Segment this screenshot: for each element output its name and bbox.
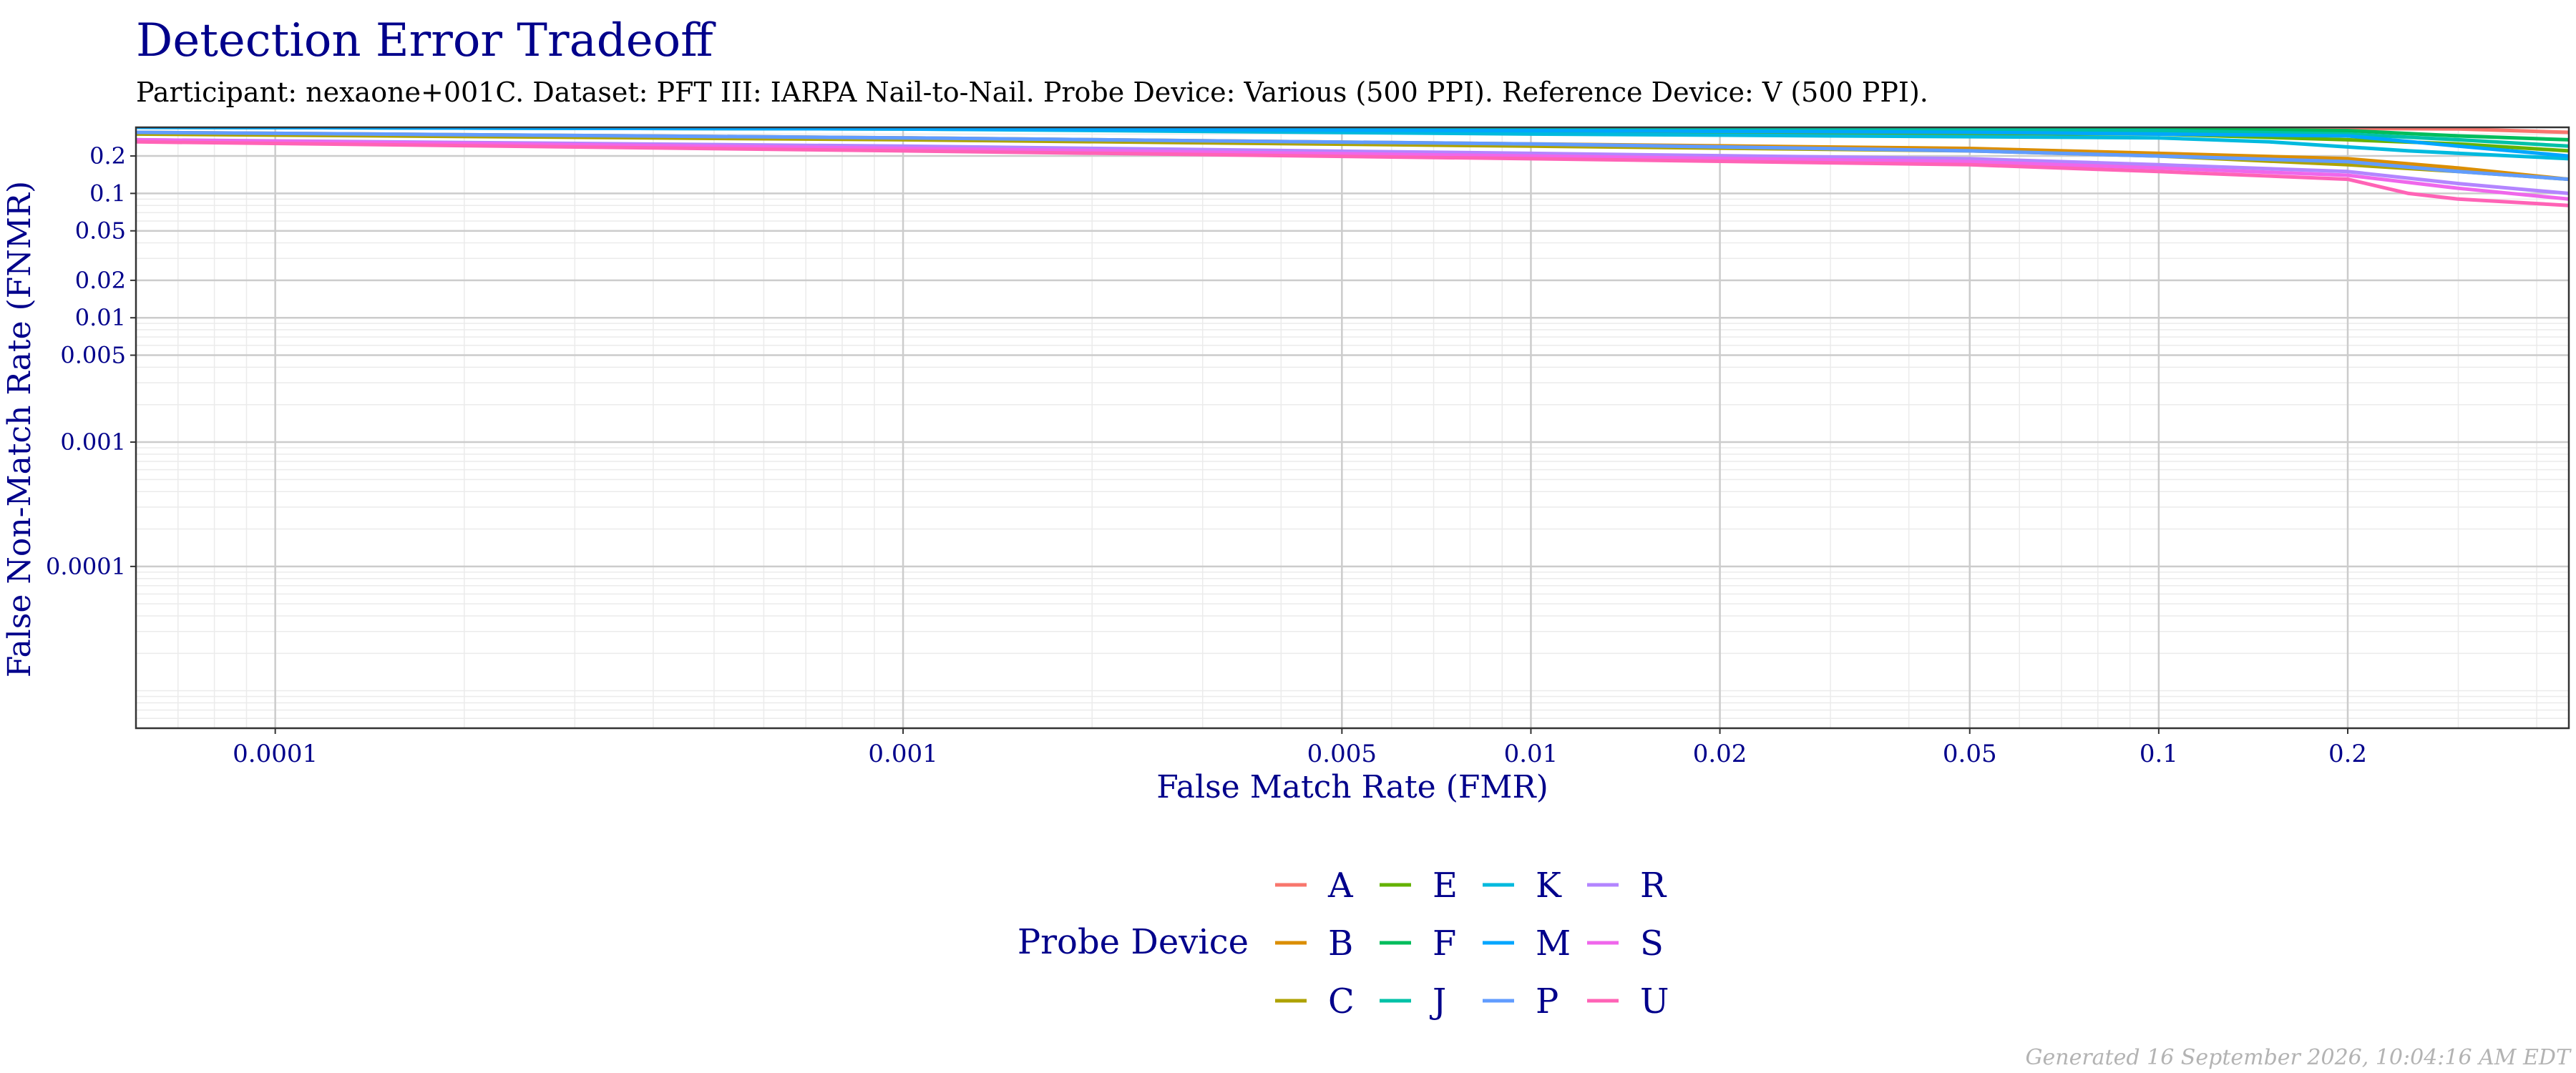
y-tick-label: 0.2: [89, 142, 126, 170]
legend: ABC EFJ KMP RSU: [1275, 866, 1669, 1021]
y-tick-label: 0.1: [89, 180, 126, 207]
chart-subtitle: Participant: nexaone+001C. Dataset: PFT …: [136, 77, 1928, 108]
legend-label-P: P: [1536, 981, 1558, 1021]
y-tick-label: 0.005: [60, 342, 126, 369]
generated-timestamp: Generated 16 September 2026, 10:04:16 AM…: [2026, 1045, 2572, 1070]
legend-label-A: A: [1327, 866, 1354, 906]
legend-label-J: J: [1429, 981, 1446, 1021]
chart-title: Detection Error Tradeoff: [136, 14, 716, 67]
legend-label-C: C: [1328, 981, 1355, 1021]
legend-label-U: U: [1640, 981, 1669, 1021]
legend-label-B: B: [1328, 923, 1353, 964]
plot-border: [135, 126, 2570, 730]
series-line-M: [136, 127, 2569, 158]
legend-title: Probe Device: [1018, 922, 1249, 962]
x-tick-label: 0.0001: [233, 740, 318, 768]
legend-label-R: R: [1640, 866, 1667, 906]
legend-label-S: S: [1640, 923, 1664, 964]
y-tick-label: 0.0001: [46, 553, 126, 580]
legend-label-K: K: [1536, 866, 1562, 906]
y-tick-label: 0.02: [75, 267, 126, 294]
x-tick-label: 0.005: [1307, 740, 1377, 768]
series-line-U: [136, 139, 2569, 207]
y-tick-label: 0.001: [60, 428, 126, 456]
legend-label-M: M: [1536, 923, 1571, 964]
x-tick-label: 0.05: [1943, 740, 1997, 768]
x-tick-label: 0.01: [1504, 740, 1558, 768]
y-axis-label: False Non-Match Rate (FNMR): [1, 181, 38, 677]
series-line-S: [136, 137, 2569, 201]
y-tick-label: 0.05: [75, 217, 126, 245]
y-tick-label: 0.01: [75, 304, 126, 331]
series-line-R: [136, 137, 2569, 195]
series-line-J: [136, 127, 2569, 148]
x-tick-label: 0.1: [2140, 740, 2178, 768]
x-tick-label: 0.001: [868, 740, 937, 768]
x-tick-label: 0.02: [1693, 740, 1747, 768]
plot-area: 0.0001 0.001 0.005 0.01 0.02 0.05 0.1 0.2 0.2 0.1…: [46, 126, 2570, 768]
x-axis-label: False Match Rate (FMR): [1156, 769, 1548, 805]
series-line-P: [136, 130, 2569, 182]
legend-label-E: E: [1433, 866, 1458, 906]
x-tick-label: 0.2: [2328, 740, 2367, 768]
plot-background: [136, 127, 2569, 728]
series-line-A: [136, 127, 2569, 134]
legend-label-F: F: [1433, 923, 1456, 964]
